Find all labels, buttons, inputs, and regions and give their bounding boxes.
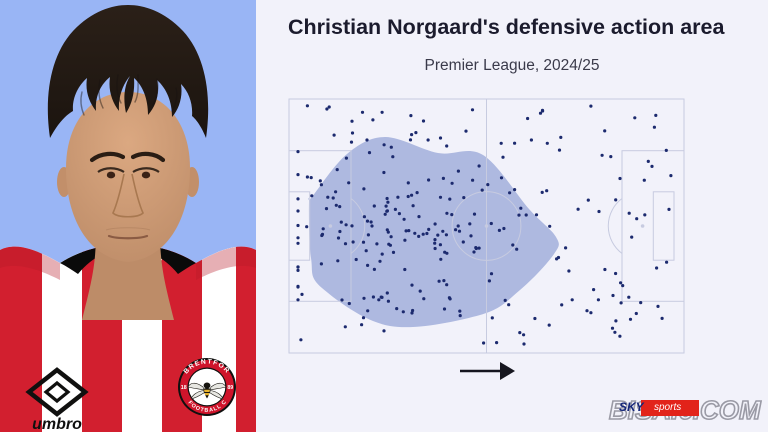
- svg-text:18: 18: [181, 385, 187, 391]
- svg-text:89: 89: [227, 385, 233, 391]
- svg-text:umbro: umbro: [32, 416, 82, 432]
